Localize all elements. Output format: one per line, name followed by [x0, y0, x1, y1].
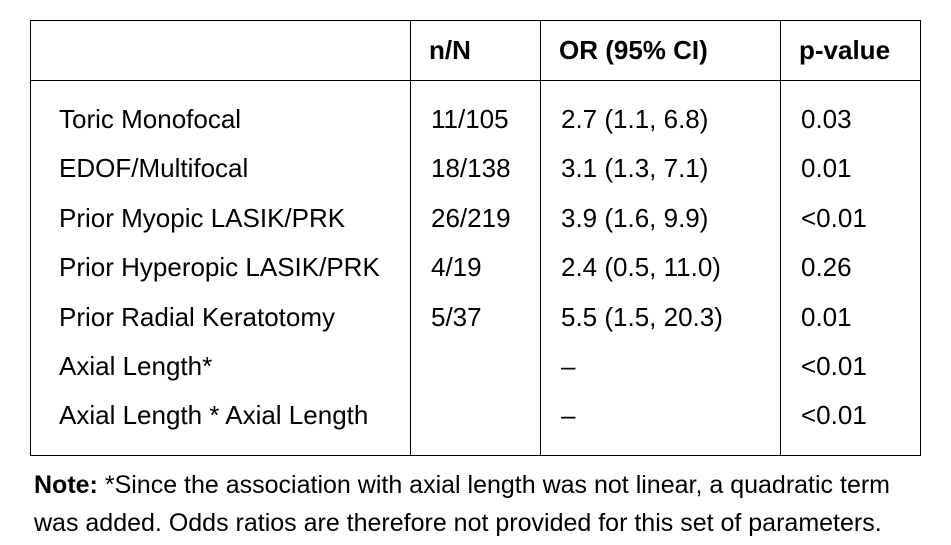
- cell-n: 11/105: [431, 95, 528, 144]
- table-container: n/N OR (95% CI) p-value Toric Monofocal …: [30, 20, 921, 543]
- cell-or: 5.5 (1.5, 20.3): [561, 293, 768, 342]
- p-cell: 0.03 0.01 <0.01 0.26 0.01 <0.01 <0.01: [781, 81, 921, 456]
- data-table: n/N OR (95% CI) p-value Toric Monofocal …: [30, 20, 921, 456]
- cell-p: 0.01: [801, 144, 908, 193]
- cell-label: Prior Radial Keratotomy: [59, 293, 398, 342]
- cell-or: –: [561, 391, 768, 440]
- cell-label: Axial Length*: [59, 342, 398, 391]
- header-label: [31, 21, 411, 81]
- header-p: p-value: [781, 21, 921, 81]
- cell-label: Prior Myopic LASIK/PRK: [59, 194, 398, 243]
- table-body-row: Toric Monofocal EDOF/Multifocal Prior My…: [31, 81, 921, 456]
- cell-p: <0.01: [801, 342, 908, 391]
- table-note: Note: *Since the association with axial …: [30, 456, 921, 544]
- cell-n: 18/138: [431, 144, 528, 193]
- cell-or: 3.9 (1.6, 9.9): [561, 194, 768, 243]
- n-cell: 11/105 18/138 26/219 4/19 5/37: [411, 81, 541, 456]
- cell-label: EDOF/Multifocal: [59, 144, 398, 193]
- cell-label: Toric Monofocal: [59, 95, 398, 144]
- header-or: OR (95% CI): [541, 21, 781, 81]
- cell-or: 2.4 (0.5, 11.0): [561, 243, 768, 292]
- cell-or: 2.7 (1.1, 6.8): [561, 95, 768, 144]
- cell-p: 0.03: [801, 95, 908, 144]
- cell-or: –: [561, 342, 768, 391]
- cell-n: 5/37: [431, 293, 528, 342]
- cell-p: <0.01: [801, 194, 908, 243]
- note-prefix: Note:: [34, 471, 98, 499]
- cell-p: 0.26: [801, 243, 908, 292]
- cell-p: <0.01: [801, 391, 908, 440]
- label-cell: Toric Monofocal EDOF/Multifocal Prior My…: [31, 81, 411, 456]
- cell-n: 4/19: [431, 243, 528, 292]
- cell-label: Prior Hyperopic LASIK/PRK: [59, 243, 398, 292]
- cell-label: Axial Length * Axial Length: [59, 391, 398, 440]
- table-header-row: n/N OR (95% CI) p-value: [31, 21, 921, 81]
- note-text: *Since the association with axial length…: [34, 471, 890, 538]
- cell-or: 3.1 (1.3, 7.1): [561, 144, 768, 193]
- cell-p: 0.01: [801, 293, 908, 342]
- cell-n: 26/219: [431, 194, 528, 243]
- or-cell: 2.7 (1.1, 6.8) 3.1 (1.3, 7.1) 3.9 (1.6, …: [541, 81, 781, 456]
- header-n: n/N: [411, 21, 541, 81]
